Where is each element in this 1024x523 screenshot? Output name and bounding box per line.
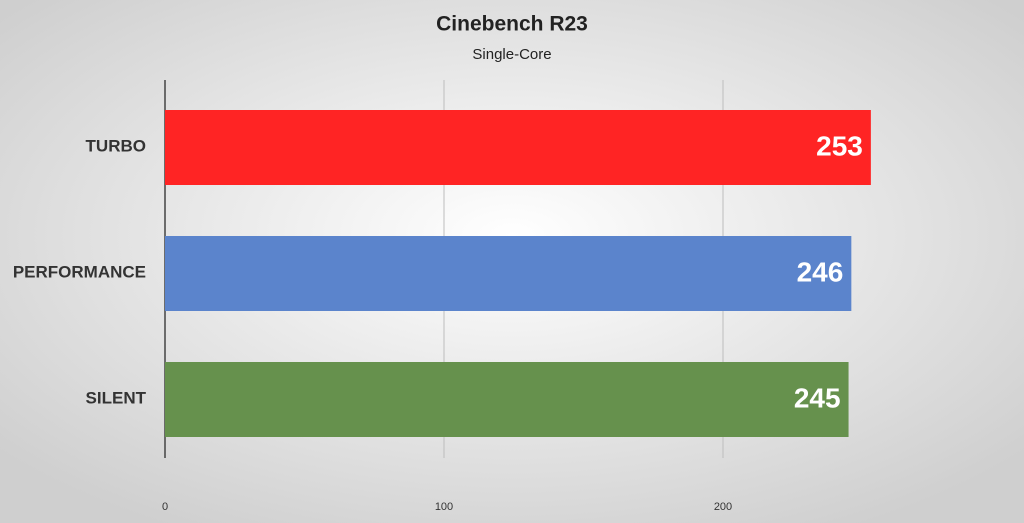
x-tick-label: 0 (162, 501, 168, 513)
value-label: 253 (816, 130, 863, 161)
x-tick-label: 200 (714, 501, 732, 513)
y-tick-label: TURBO (86, 136, 146, 155)
x-tick-label: 100 (435, 501, 453, 513)
bar (165, 236, 852, 311)
chart-subtitle: Single-Core (472, 46, 551, 63)
value-label: 245 (794, 382, 841, 413)
bar (165, 110, 871, 185)
y-tick-label: SILENT (86, 388, 147, 407)
value-label: 246 (797, 256, 844, 287)
y-tick-label: PERFORMANCE (13, 262, 146, 281)
chart-title: Cinebench R23 (436, 13, 588, 36)
bar (165, 362, 849, 437)
